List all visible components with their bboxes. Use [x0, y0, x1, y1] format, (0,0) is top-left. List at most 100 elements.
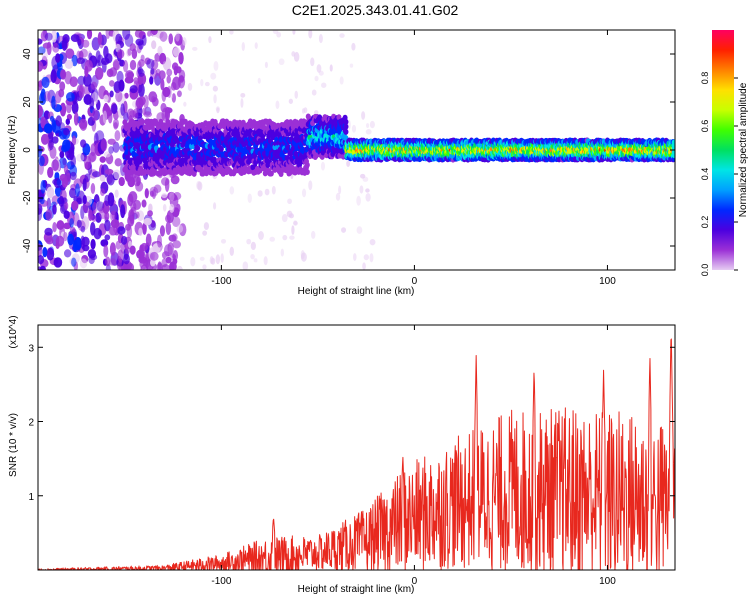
spectrogram-cell — [45, 209, 53, 221]
spectrogram-cell — [304, 168, 310, 175]
spectrogram-cell — [120, 103, 125, 116]
spectrogram-cell — [78, 84, 85, 99]
spectrogram-cell — [149, 190, 155, 197]
spectrogram-cell — [288, 98, 294, 104]
spectrogram-cell — [178, 51, 184, 65]
spectrogram-cell — [139, 248, 146, 262]
spectrogram-cell — [130, 206, 137, 215]
spectrogram-cell — [44, 90, 51, 102]
spectrogram-cell — [64, 59, 74, 70]
spectrogram-cell — [90, 143, 96, 157]
spectrogram-cell — [122, 30, 131, 40]
spectrogram-cell — [671, 139, 675, 146]
spectrogram-cell — [50, 69, 57, 83]
spectrogram-cell — [303, 107, 308, 114]
spectrogram-cell — [187, 82, 193, 91]
colorbar-tick-label: 0.8 — [700, 72, 710, 85]
spectrogram-cell — [86, 30, 93, 40]
x-tick-label: 100 — [599, 576, 616, 587]
spectrogram-cell — [111, 103, 118, 114]
spectrogram-cell — [202, 264, 207, 270]
spectrogram-cell — [335, 192, 341, 201]
figure-title: C2E1.2025.343.01.41.G02 — [292, 2, 459, 18]
spectrogram-cell — [269, 236, 276, 242]
spectrogram-cell — [113, 224, 119, 234]
spectrogram-cell — [356, 195, 361, 206]
spectrogram-cell — [250, 254, 255, 260]
spectrogram-cell — [99, 156, 106, 163]
spectrogram-cell — [75, 183, 80, 197]
snr-series-line — [38, 338, 675, 570]
spectrogram-cell — [103, 244, 109, 258]
spectrogram-cell — [318, 70, 324, 76]
x-tick-label: -100 — [211, 276, 231, 287]
spectrogram-cell — [282, 234, 288, 241]
snr-x-ticks: -100 0 100 — [211, 325, 616, 587]
spectrogram-cell — [69, 146, 75, 161]
spectrogram-cell — [90, 81, 98, 90]
spectrogram-cell — [288, 213, 294, 219]
spectrogram-cell — [91, 171, 101, 178]
spectrogram-cell — [271, 185, 276, 195]
spectrogram-cell — [127, 193, 134, 207]
spectrogram-cell — [60, 69, 67, 80]
spectrogram-cell — [109, 258, 117, 266]
spectrogram-cell — [356, 226, 363, 234]
x-tick-label: 100 — [599, 276, 616, 287]
colorbar-tick-label: 0.2 — [700, 216, 710, 229]
spectrogram-cell — [38, 155, 45, 167]
spectrogram-cell — [197, 181, 203, 191]
spectrogram-cell — [200, 78, 204, 87]
x-tick-label: -100 — [211, 576, 231, 587]
spectrogram-cell — [141, 199, 147, 208]
spectrogram-cell — [281, 214, 288, 223]
spectrogram-cell — [52, 222, 57, 233]
spectrogram-cell — [114, 189, 119, 198]
spectrogram-cell — [143, 217, 152, 226]
colorbar-tick-label: 0.6 — [700, 120, 710, 133]
spectrogram-cell — [113, 60, 120, 71]
spectrogram-cell — [94, 66, 104, 80]
spectrogram-cell — [339, 76, 344, 85]
x-tick-label: 0 — [412, 276, 418, 287]
y-tick-label: 40 — [22, 48, 33, 60]
spectrogram-cell — [40, 116, 46, 129]
spectrogram-cell — [192, 46, 198, 51]
spectrogram-cell — [124, 76, 134, 84]
spectrogram-cell — [82, 178, 87, 192]
spectrogram-cell — [88, 52, 93, 61]
spectrogram-cell — [213, 60, 219, 71]
spectrogram-cell — [82, 194, 87, 205]
spectrogram-cell — [275, 100, 280, 110]
spectrogram-cell — [172, 249, 179, 261]
spectrogram-cell — [156, 234, 162, 248]
spectrogram-cell — [168, 234, 177, 242]
spectrogram-cell — [129, 59, 137, 71]
spectrogram-cell — [100, 239, 109, 247]
spectrogram-cell — [55, 235, 65, 247]
spectrogram-cell — [292, 30, 296, 35]
spectrogram-cell — [153, 184, 162, 194]
spectrogram-cell — [89, 97, 95, 110]
spectrogram-cell — [93, 132, 99, 146]
spectrogram-cell — [71, 135, 77, 146]
spectrogram-cell — [316, 64, 322, 73]
spectrogram-cell — [213, 94, 217, 104]
spectrogram-cell — [365, 188, 370, 193]
spectrogram-cell — [93, 227, 102, 240]
spectrogram-cell — [369, 238, 376, 246]
spectrogram-cell — [78, 118, 88, 130]
spectrogram-cell — [81, 39, 90, 48]
spectrogram-cell — [311, 230, 316, 239]
spectrogram-cell — [172, 240, 181, 249]
spectrogram-cell — [72, 239, 78, 253]
spectrogram-cell — [159, 31, 168, 42]
spectrogram-cell — [183, 101, 187, 107]
spectrogram-cell — [351, 42, 356, 51]
spectrogram-cell — [218, 145, 224, 152]
spectrogram-cell — [212, 85, 218, 92]
spectrogram-cell — [69, 217, 74, 228]
spectrogram-cell — [90, 183, 96, 194]
spectrogram-cell — [47, 166, 54, 179]
spectrogram-cell — [38, 254, 45, 265]
